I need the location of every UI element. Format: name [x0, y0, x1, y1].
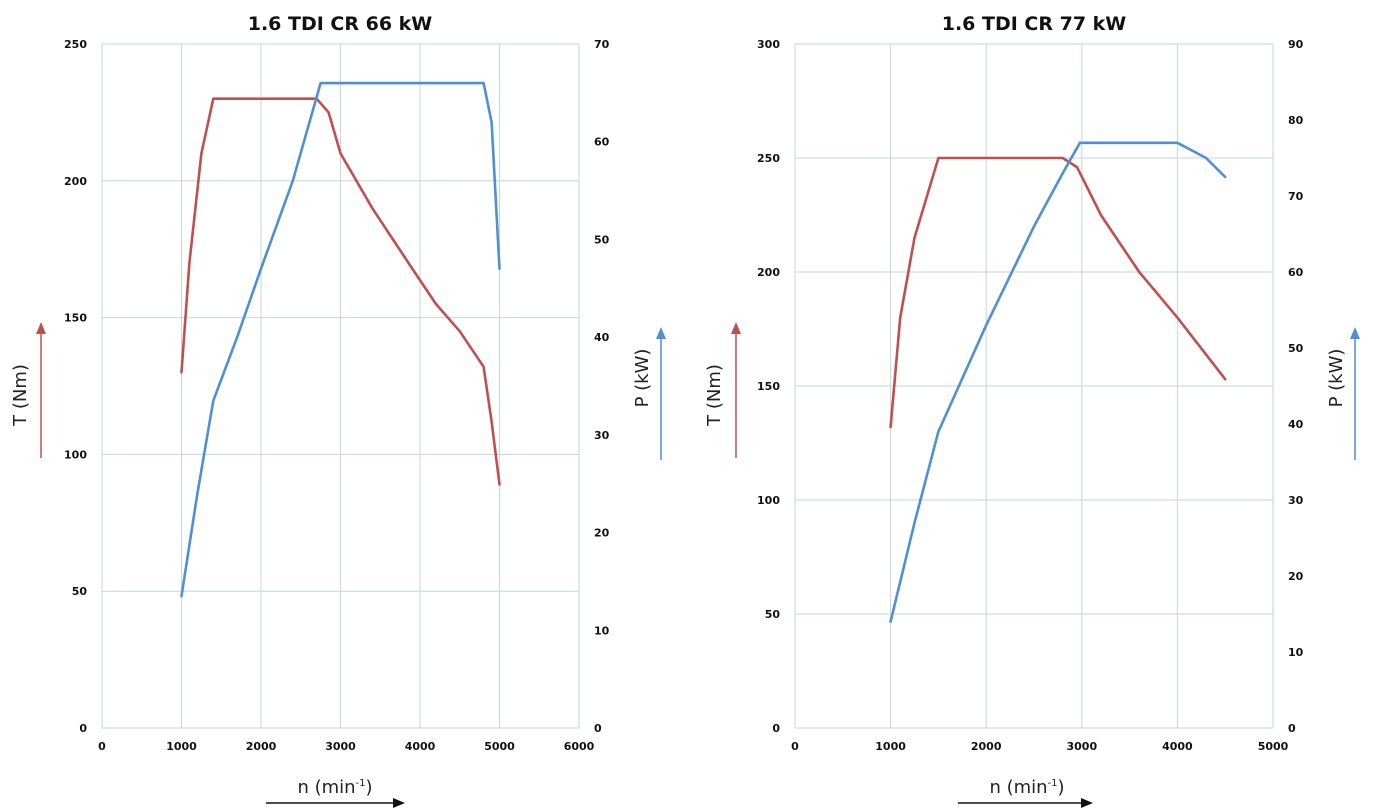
x-tick-label: 2000	[246, 740, 277, 753]
y-left-label: T (Nm)	[704, 364, 725, 427]
y-left-axis-label: T (Nm)	[704, 322, 741, 458]
y-right-tick-label: 20	[594, 527, 610, 540]
y-left-tick-label: 50	[72, 585, 88, 598]
y-left-tick-label: 150	[64, 312, 87, 325]
power-line	[889, 141, 1227, 623]
y-left-tick-label: 0	[772, 722, 780, 735]
y-right-label: P (kW)	[632, 349, 653, 408]
x-tick-label: 1000	[875, 740, 906, 753]
x-tick-label: 1000	[166, 740, 197, 753]
torque-arrow-head	[36, 322, 46, 334]
y-left-tick-label: 0	[79, 722, 87, 735]
y-right-tick-label: 10	[594, 624, 610, 637]
y-right-tick-label: 20	[1288, 570, 1304, 583]
x-tick-label: 2000	[971, 740, 1002, 753]
x-label: n (min-1)	[297, 777, 372, 798]
series	[180, 81, 501, 598]
y-right-tick-label: 0	[594, 722, 602, 735]
rpm-arrow-head	[1081, 798, 1093, 808]
series	[889, 141, 1227, 623]
y-right-tick-label: 60	[594, 136, 610, 149]
x-tick-label: 0	[791, 740, 799, 753]
y-right-tick-label: 50	[1288, 342, 1304, 355]
x-tick-label: 4000	[1162, 740, 1193, 753]
y-right-axis-label: P (kW)	[1326, 327, 1360, 460]
y-right-axis-label: P (kW)	[632, 327, 666, 460]
x-tick-label: 6000	[564, 740, 595, 753]
grid	[101, 43, 580, 729]
y-right-tick-label: 50	[594, 233, 610, 246]
y-left-tick-label: 100	[757, 494, 780, 507]
y-left-label: T (Nm)	[10, 364, 31, 427]
power-line	[180, 81, 501, 598]
torque-arrow-head	[731, 322, 741, 334]
y-right-tick-label: 40	[1288, 418, 1304, 431]
y-left-axis-label: T (Nm)	[10, 322, 46, 458]
y-left-tick-label: 250	[64, 38, 87, 51]
y-right-tick-label: 40	[594, 331, 610, 344]
y-right-tick-label: 70	[594, 38, 610, 51]
y-right-tick-label: 10	[1288, 646, 1304, 659]
x-tick-label: 3000	[325, 740, 356, 753]
x-tick-label: 4000	[405, 740, 436, 753]
x-tick-label: 0	[98, 740, 106, 753]
power-arrow-head	[1350, 327, 1360, 339]
x-tick-label: 3000	[1066, 740, 1097, 753]
chart-title: 1.6 TDI CR 66 kW	[248, 13, 433, 35]
y-right-tick-label: 90	[1288, 38, 1304, 51]
y-right-tick-label: 60	[1288, 266, 1304, 279]
x-label: n (min-1)	[989, 777, 1064, 798]
chart-title: 1.6 TDI CR 77 kW	[942, 13, 1127, 35]
y-right-tick-label: 80	[1288, 114, 1304, 127]
y-right-tick-label: 30	[1288, 494, 1304, 507]
y-left-tick-label: 300	[757, 38, 780, 51]
y-left-tick-label: 200	[64, 175, 87, 188]
x-axis-label: n (min-1)	[266, 777, 405, 808]
rpm-arrow-head	[393, 798, 405, 808]
grid	[794, 43, 1274, 729]
torque-line	[180, 97, 501, 486]
power-arrow-head	[656, 327, 666, 339]
y-right-tick-label: 30	[594, 429, 610, 442]
y-left-tick-label: 50	[765, 608, 781, 621]
y-right-label: P (kW)	[1326, 349, 1347, 408]
y-right-tick-label: 0	[1288, 722, 1296, 735]
x-tick-label: 5000	[1258, 740, 1289, 753]
y-left-tick-label: 200	[757, 266, 780, 279]
x-axis-label: n (min-1)	[958, 777, 1093, 808]
y-left-tick-label: 100	[64, 448, 87, 461]
torque-line	[889, 156, 1227, 429]
y-left-tick-label: 150	[757, 380, 780, 393]
y-left-tick-label: 250	[757, 152, 780, 165]
x-tick-label: 5000	[484, 740, 515, 753]
y-right-tick-label: 70	[1288, 190, 1304, 203]
